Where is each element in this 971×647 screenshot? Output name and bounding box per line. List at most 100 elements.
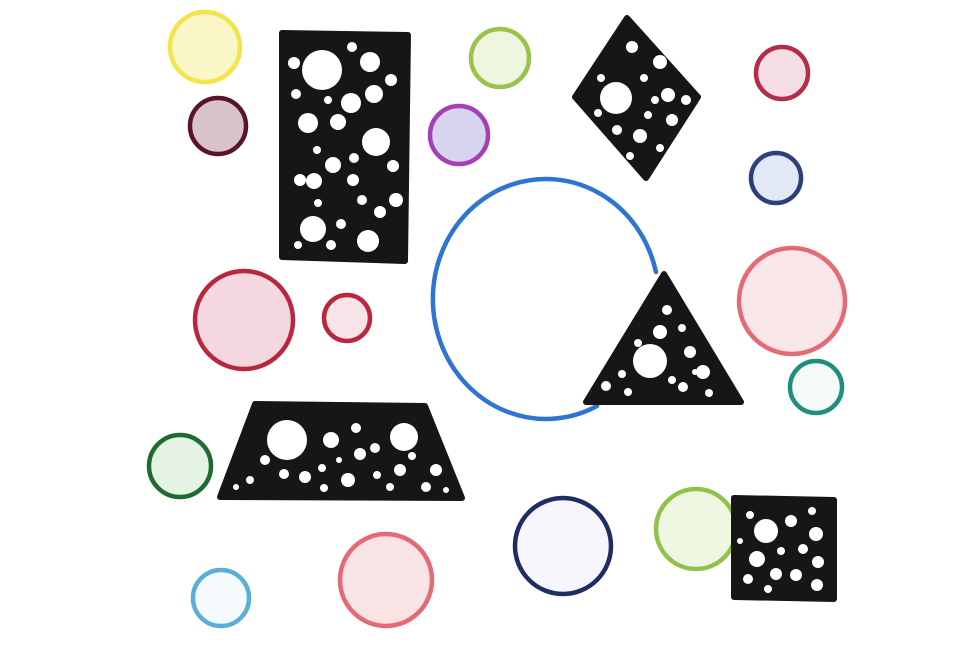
hole	[370, 443, 380, 453]
hole	[754, 519, 778, 543]
coral-circle	[337, 531, 435, 629]
hole	[656, 144, 664, 152]
hole	[790, 569, 802, 581]
hole	[678, 382, 688, 392]
hole	[798, 544, 808, 554]
hole	[624, 388, 632, 396]
big-crimson-circle	[192, 268, 296, 372]
lime-circle	[468, 26, 532, 90]
hole	[318, 464, 326, 472]
hole	[764, 585, 772, 593]
triangle-shape	[583, 271, 744, 405]
hole	[681, 95, 691, 105]
hole	[374, 206, 386, 218]
hole	[644, 111, 652, 119]
hole	[288, 57, 300, 69]
hole	[785, 515, 797, 527]
hole	[633, 129, 647, 143]
hole	[443, 487, 449, 493]
hole	[373, 471, 381, 479]
hole	[390, 423, 418, 451]
hole	[326, 240, 336, 250]
hole	[365, 85, 383, 103]
hole	[808, 507, 816, 515]
hole	[357, 230, 379, 252]
hole	[770, 568, 782, 580]
hole	[233, 484, 239, 490]
hole	[812, 556, 824, 568]
hole	[323, 432, 339, 448]
hole	[330, 114, 346, 130]
hole	[618, 370, 626, 378]
hole	[811, 579, 823, 591]
hole	[294, 241, 302, 249]
hole	[737, 538, 743, 544]
hole	[633, 344, 667, 378]
trapezoid-shape	[217, 401, 465, 501]
hole	[362, 128, 390, 156]
hole	[246, 476, 254, 484]
yellow-circle	[167, 9, 243, 85]
hole	[299, 471, 311, 483]
hole	[347, 42, 357, 52]
hole	[666, 114, 678, 126]
hole	[421, 482, 431, 492]
hole	[389, 193, 403, 207]
hole	[298, 113, 318, 133]
hole	[692, 369, 698, 375]
hole	[357, 195, 367, 205]
hole	[612, 125, 622, 135]
hole	[351, 423, 361, 433]
hole	[386, 483, 394, 491]
hole	[597, 74, 605, 82]
hole	[626, 152, 634, 160]
teal-circle	[787, 358, 845, 416]
hole	[601, 381, 611, 391]
hole	[634, 339, 642, 347]
green-circle	[146, 432, 214, 500]
hole	[661, 88, 675, 102]
hole	[809, 527, 823, 541]
hole	[360, 52, 380, 72]
hole	[387, 160, 399, 172]
hole	[594, 109, 602, 117]
hole	[385, 74, 397, 86]
hole	[668, 376, 676, 384]
hole	[336, 219, 346, 229]
hole	[600, 82, 632, 114]
hole	[430, 464, 442, 476]
large-blue-circle	[430, 176, 659, 422]
hole	[267, 420, 307, 460]
hole	[314, 199, 322, 207]
tall-rectangle-shape	[279, 30, 411, 264]
hole	[696, 365, 710, 379]
hole	[662, 305, 672, 315]
diamond-shape	[572, 15, 701, 181]
hole	[626, 41, 638, 53]
hole	[777, 547, 785, 555]
hole	[336, 457, 342, 463]
navy-circle	[748, 150, 804, 206]
hole	[651, 96, 659, 104]
hole	[684, 346, 696, 358]
dark-blue-circle	[512, 495, 614, 597]
hole	[743, 574, 753, 584]
hole	[354, 448, 366, 460]
light-green-circle	[653, 486, 739, 572]
hole	[746, 511, 754, 519]
hole	[640, 74, 648, 82]
hole	[279, 469, 289, 479]
salmon-circle	[736, 245, 848, 357]
maroon-circle	[187, 95, 249, 157]
hole	[653, 325, 667, 339]
hole	[349, 153, 359, 163]
square-shape	[731, 495, 837, 602]
hole	[306, 173, 322, 189]
hole	[705, 389, 713, 397]
hole	[320, 484, 328, 492]
hole	[291, 89, 301, 99]
hole	[394, 464, 406, 476]
hole	[294, 174, 306, 186]
